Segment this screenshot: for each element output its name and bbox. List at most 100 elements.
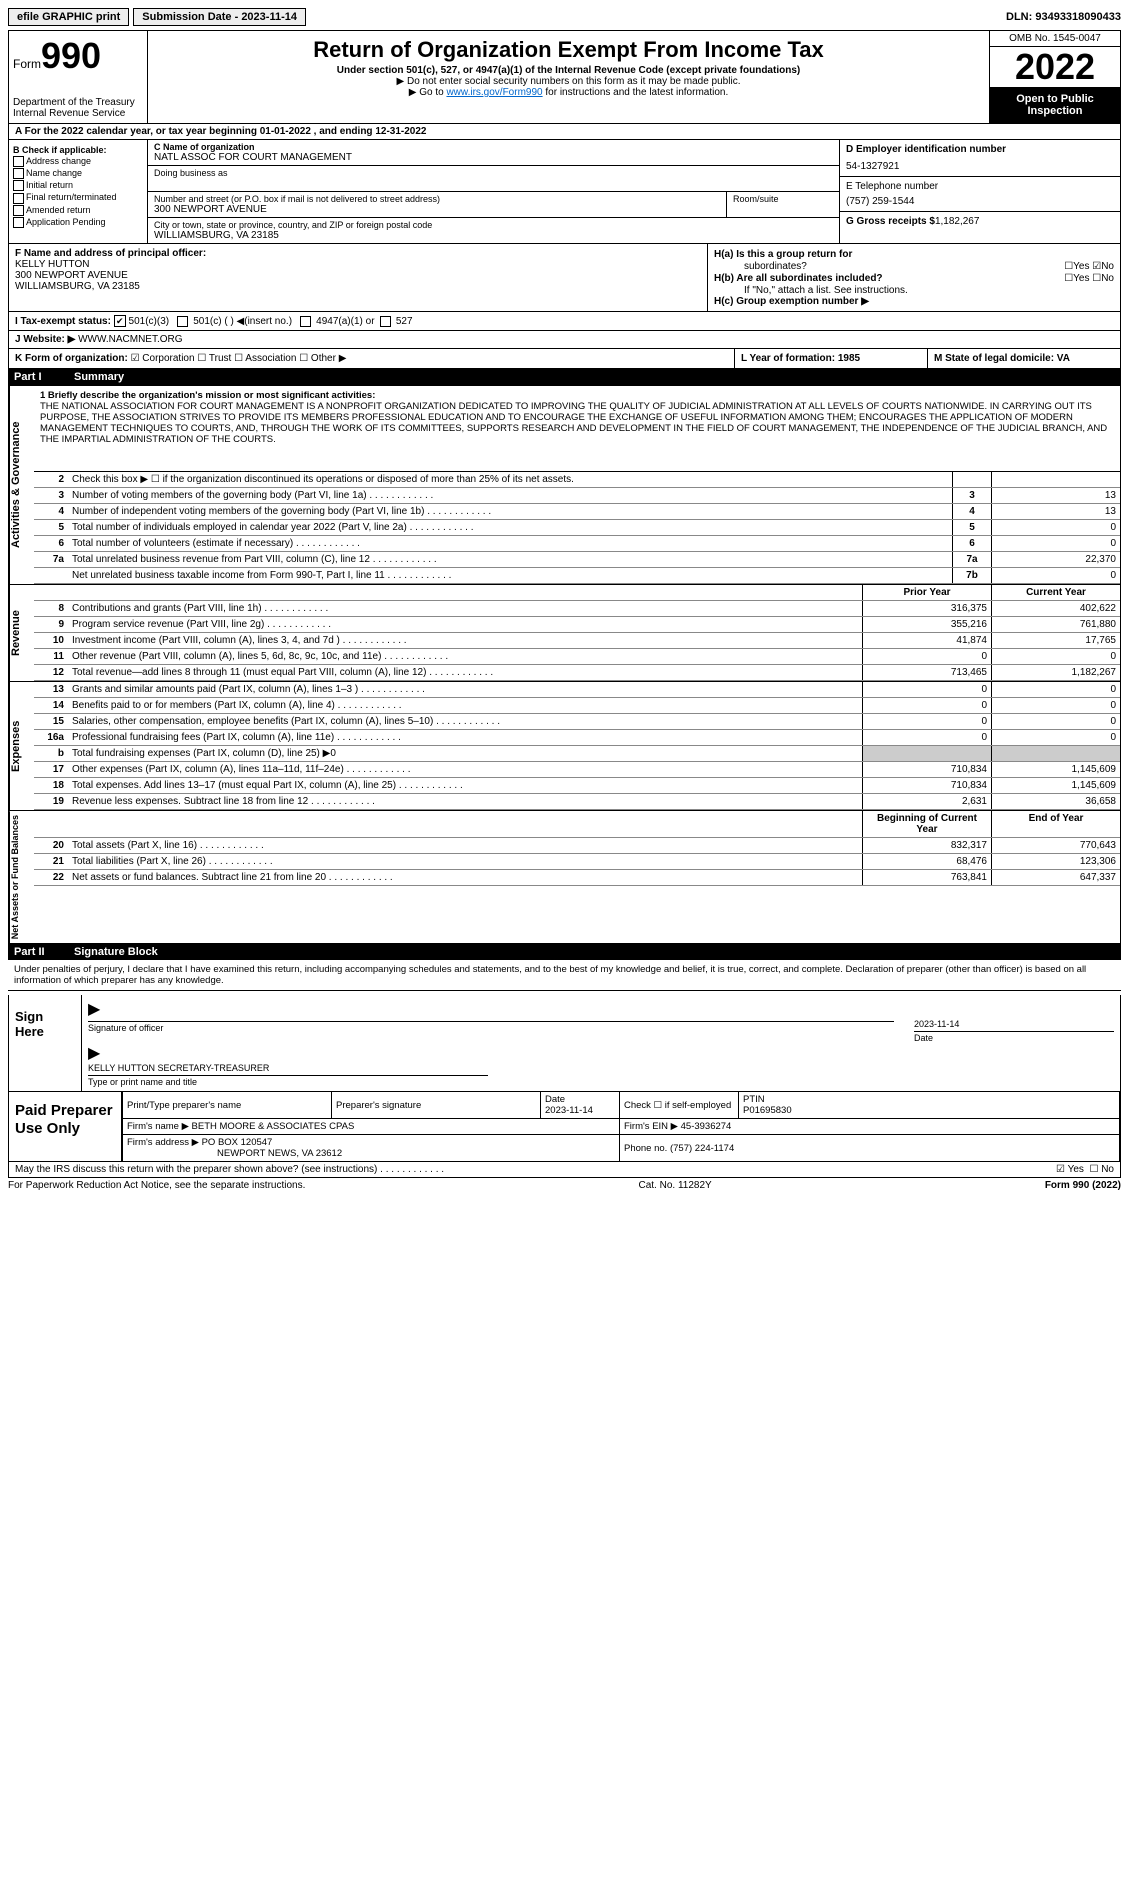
line-num: 19 bbox=[34, 794, 68, 810]
note2-pre: ▶ Go to bbox=[409, 87, 447, 98]
sig-date: 2023-11-14 bbox=[914, 1019, 1114, 1029]
dba-label: Doing business as bbox=[154, 168, 833, 178]
opt-501c[interactable]: 501(c) ( ) ◀(insert no.) bbox=[193, 316, 292, 327]
line-num: b bbox=[34, 746, 68, 762]
hb-label: H(b) Are all subordinates included? bbox=[714, 273, 883, 284]
dept-label: Department of the Treasury bbox=[13, 97, 143, 108]
prior-val: 0 bbox=[863, 714, 992, 730]
side-activities: Activities & Governance bbox=[9, 386, 34, 584]
prep-date: 2023-11-14 bbox=[545, 1105, 593, 1116]
ptin-label: PTIN bbox=[743, 1094, 765, 1105]
discuss-yes[interactable]: ☑ Yes bbox=[1056, 1164, 1084, 1175]
line-box: 6 bbox=[953, 536, 992, 552]
curr-val bbox=[992, 746, 1121, 762]
line-desc: Check this box ▶ ☐ if the organization d… bbox=[68, 472, 953, 488]
prep-date-label: Date bbox=[545, 1094, 565, 1105]
line-num: 7a bbox=[34, 552, 68, 568]
line-num: 12 bbox=[34, 665, 68, 681]
curr-val: 36,658 bbox=[992, 794, 1121, 810]
line-box: 7b bbox=[953, 568, 992, 584]
prior-val: 713,465 bbox=[863, 665, 992, 681]
officer-addr1: 300 NEWPORT AVENUE bbox=[15, 270, 128, 281]
line-desc: Total expenses. Add lines 13–17 (must eq… bbox=[68, 778, 863, 794]
line-desc: Investment income (Part VIII, column (A)… bbox=[68, 633, 863, 649]
check-final-return[interactable]: Final return/terminated bbox=[26, 192, 117, 202]
firm-phone: (757) 224-1174 bbox=[670, 1143, 734, 1154]
line-desc: Net assets or fund balances. Subtract li… bbox=[68, 870, 863, 886]
section-c: C Name of organizationNATL ASSOC FOR COU… bbox=[148, 140, 839, 243]
line-val bbox=[992, 472, 1121, 488]
opt-501c3[interactable]: 501(c)(3) bbox=[129, 316, 170, 327]
addr-value: 300 NEWPORT AVENUE bbox=[154, 204, 720, 215]
section-h: H(a) Is this a group return for subordin… bbox=[708, 244, 1120, 311]
tax-year: 2022 bbox=[990, 47, 1120, 87]
line-val: 0 bbox=[992, 568, 1121, 584]
line-num: 17 bbox=[34, 762, 68, 778]
officer-name: KELLY HUTTON bbox=[15, 259, 89, 270]
city-value: WILLIAMSBURG, VA 23185 bbox=[154, 230, 833, 241]
check-amended-return[interactable]: Amended return bbox=[26, 205, 91, 215]
year-formation: L Year of formation: 1985 bbox=[741, 353, 860, 364]
expenses-table: 13 Grants and similar amounts paid (Part… bbox=[34, 682, 1120, 810]
website-value: WWW.NACMNET.ORG bbox=[78, 334, 182, 345]
efile-print-button[interactable]: efile GRAPHIC print bbox=[8, 8, 129, 26]
opt-4947[interactable]: 4947(a)(1) or bbox=[316, 316, 374, 327]
prior-val: 0 bbox=[863, 698, 992, 714]
line-num: 20 bbox=[34, 838, 68, 854]
check-application-pending[interactable]: Application Pending bbox=[26, 217, 106, 227]
line-desc: Other expenses (Part IX, column (A), lin… bbox=[68, 762, 863, 778]
line-desc: Total liabilities (Part X, line 26) bbox=[68, 854, 863, 870]
prep-check-self[interactable]: Check ☐ if self-employed bbox=[624, 1100, 731, 1111]
firm-addr1: PO BOX 120547 bbox=[202, 1137, 273, 1148]
line-box bbox=[953, 472, 992, 488]
check-address-change[interactable]: Address change bbox=[26, 156, 91, 166]
firm-phone-label: Phone no. bbox=[624, 1143, 667, 1154]
irs-link[interactable]: www.irs.gov/Form990 bbox=[446, 87, 542, 98]
firm-addr2: NEWPORT NEWS, VA 23612 bbox=[127, 1148, 342, 1159]
line-desc: Total revenue—add lines 8 through 11 (mu… bbox=[68, 665, 863, 681]
line-num: 3 bbox=[34, 488, 68, 504]
prior-val: 763,841 bbox=[863, 870, 992, 886]
prior-val: 710,834 bbox=[863, 762, 992, 778]
ha-yes[interactable]: ☐Yes bbox=[1064, 261, 1089, 272]
discuss-no[interactable]: ☐ No bbox=[1089, 1164, 1114, 1175]
check-initial-return[interactable]: Initial return bbox=[26, 180, 73, 190]
line-desc: Other revenue (Part VIII, column (A), li… bbox=[68, 649, 863, 665]
room-label: Room/suite bbox=[733, 194, 833, 204]
prior-val: 68,476 bbox=[863, 854, 992, 870]
check-name-change[interactable]: Name change bbox=[26, 168, 82, 178]
prep-sig-label: Preparer's signature bbox=[336, 1100, 421, 1111]
website-label: J Website: ▶ bbox=[15, 334, 75, 345]
ha-label: H(a) Is this a group return for bbox=[714, 249, 852, 260]
curr-val: 0 bbox=[992, 730, 1121, 746]
curr-val: 1,145,609 bbox=[992, 778, 1121, 794]
prior-val: 316,375 bbox=[863, 601, 992, 617]
section-f: F Name and address of principal officer:… bbox=[9, 244, 708, 311]
form-header: Form990 Department of the Treasury Inter… bbox=[8, 30, 1121, 124]
line-desc: Net unrelated business taxable income fr… bbox=[68, 568, 953, 584]
omb-number: OMB No. 1545-0047 bbox=[990, 31, 1120, 47]
sig-date-label: Date bbox=[914, 1033, 933, 1043]
curr-val: 402,622 bbox=[992, 601, 1121, 617]
curr-val: 1,182,267 bbox=[992, 665, 1121, 681]
hb-yn[interactable]: ☐Yes ☐No bbox=[1064, 273, 1114, 284]
form-number: 990 bbox=[41, 35, 101, 76]
ha-no[interactable]: ☑No bbox=[1092, 261, 1114, 272]
org-name-label: C Name of organization bbox=[154, 142, 255, 152]
prior-val: 832,317 bbox=[863, 838, 992, 854]
line-desc: Program service revenue (Part VIII, line… bbox=[68, 617, 863, 633]
topbar: efile GRAPHIC print Submission Date - 20… bbox=[8, 8, 1121, 26]
form-org-opts[interactable]: ☑ Corporation ☐ Trust ☐ Association ☐ Ot… bbox=[131, 353, 347, 364]
line-desc: Number of voting members of the governin… bbox=[68, 488, 953, 504]
line-num: 15 bbox=[34, 714, 68, 730]
firm-name: BETH MOORE & ASSOCIATES CPAS bbox=[192, 1121, 355, 1132]
dln: DLN: 93493318090433 bbox=[1006, 11, 1121, 23]
curr-val: 0 bbox=[992, 698, 1121, 714]
footer-center: Cat. No. 11282Y bbox=[639, 1180, 712, 1191]
line-num: 22 bbox=[34, 870, 68, 886]
opt-527[interactable]: 527 bbox=[396, 316, 413, 327]
prior-val: 41,874 bbox=[863, 633, 992, 649]
section-d: D Employer identification number54-13279… bbox=[839, 140, 1120, 243]
line-box: 7a bbox=[953, 552, 992, 568]
ha-sub: subordinates? bbox=[714, 261, 807, 272]
